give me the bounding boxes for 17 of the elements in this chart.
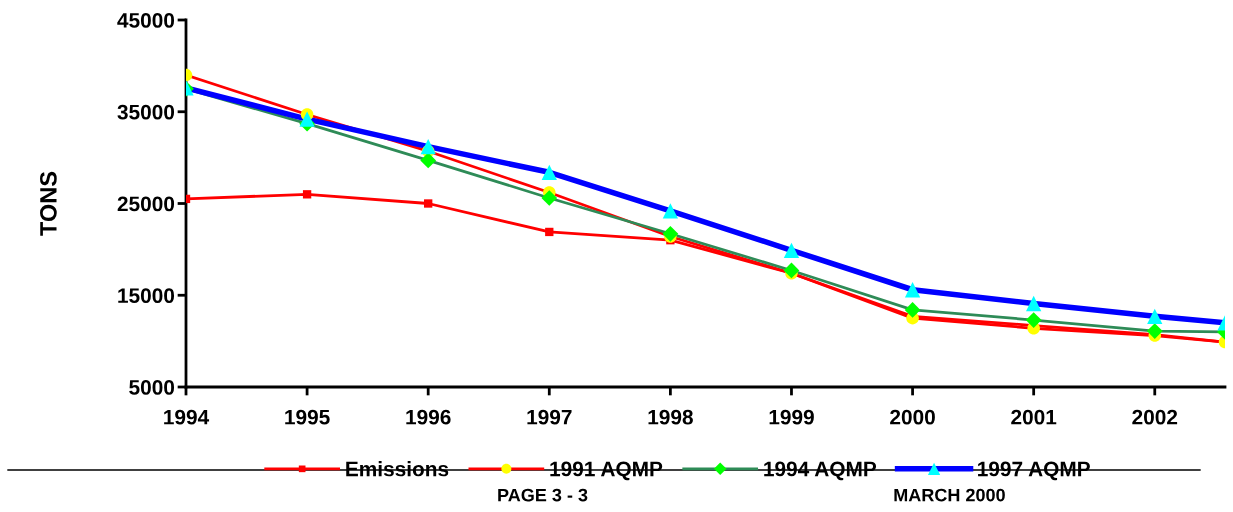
x-tick-label: 2001 — [1011, 409, 1057, 425]
x-tick-label: 1997 — [527, 409, 572, 425]
x-tick-label: 1998 — [648, 409, 693, 425]
x-tick-label: 2000 — [890, 409, 935, 425]
y-axis-title: TONS — [40, 171, 57, 236]
x-tick-label: 1996 — [406, 409, 451, 425]
x-tick-label: 2002 — [1132, 409, 1178, 425]
y-tick-label: 35000 — [117, 104, 175, 120]
y-tick-label: 15000 — [118, 288, 175, 303]
y-tick-label: 25000 — [117, 196, 175, 212]
text: MARCH 2000 — [894, 488, 1005, 502]
y-tick-label: 5000 — [129, 380, 175, 395]
y-tick-label: 45000 — [117, 13, 175, 28]
x-tick-label: 1999 — [769, 409, 814, 425]
x-tick-label: 1994 — [164, 409, 210, 425]
x-tick-label: 1995 — [285, 409, 330, 425]
text: PAGE 3 - 3 — [498, 488, 588, 502]
